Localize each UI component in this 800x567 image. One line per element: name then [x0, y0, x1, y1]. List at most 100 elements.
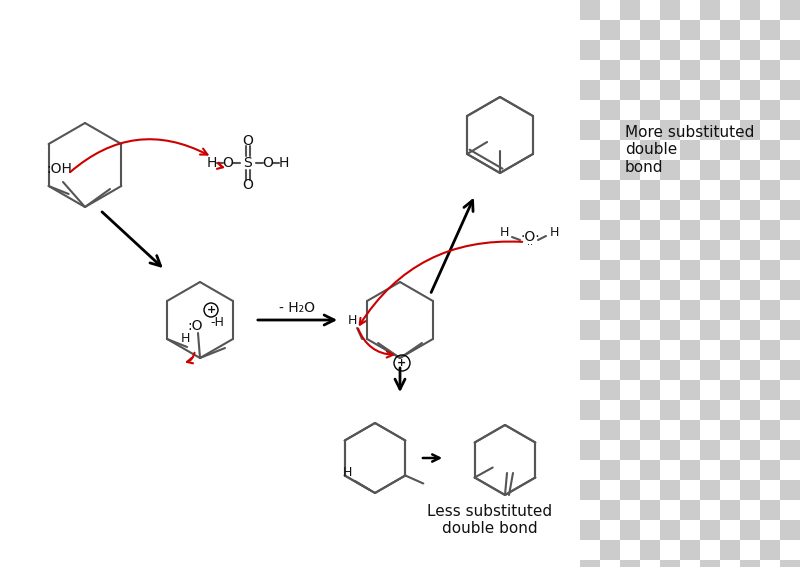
Bar: [700, 520, 720, 540]
Bar: [640, 60, 660, 80]
Bar: [660, 440, 680, 460]
Bar: [780, 240, 800, 260]
Bar: [760, 420, 780, 440]
Bar: [660, 400, 680, 420]
Bar: [720, 540, 740, 560]
Bar: [600, 500, 620, 520]
Bar: [780, 280, 800, 300]
Bar: [640, 500, 660, 520]
Bar: [640, 300, 660, 320]
Bar: [780, 520, 800, 540]
Bar: [760, 220, 780, 240]
Bar: [680, 180, 700, 200]
Bar: [620, 120, 640, 140]
Bar: [660, 120, 680, 140]
Bar: [680, 220, 700, 240]
Bar: [780, 40, 800, 60]
Bar: [600, 460, 620, 480]
Bar: [680, 20, 700, 40]
Bar: [580, 440, 600, 460]
Bar: [740, 40, 760, 60]
Text: S: S: [244, 156, 252, 170]
Text: O: O: [242, 134, 254, 148]
Bar: [760, 60, 780, 80]
Bar: [600, 140, 620, 160]
Text: :OH: :OH: [46, 162, 72, 176]
Bar: [720, 300, 740, 320]
Bar: [580, 360, 600, 380]
Bar: [660, 200, 680, 220]
Bar: [780, 560, 800, 567]
Bar: [620, 40, 640, 60]
Bar: [600, 60, 620, 80]
FancyArrowPatch shape: [217, 163, 223, 169]
Bar: [780, 120, 800, 140]
Bar: [760, 100, 780, 120]
Bar: [640, 140, 660, 160]
Bar: [600, 220, 620, 240]
Bar: [700, 40, 720, 60]
Bar: [740, 200, 760, 220]
Bar: [720, 420, 740, 440]
Bar: [620, 280, 640, 300]
Text: -H: -H: [210, 316, 224, 329]
Bar: [580, 200, 600, 220]
Bar: [620, 320, 640, 340]
Bar: [680, 380, 700, 400]
Text: H: H: [342, 467, 352, 480]
Bar: [660, 80, 680, 100]
Bar: [600, 380, 620, 400]
Bar: [760, 140, 780, 160]
Bar: [660, 360, 680, 380]
Bar: [680, 340, 700, 360]
Bar: [720, 60, 740, 80]
Bar: [740, 280, 760, 300]
Bar: [600, 420, 620, 440]
Bar: [640, 460, 660, 480]
Text: O: O: [242, 178, 254, 192]
Bar: [580, 320, 600, 340]
Bar: [760, 380, 780, 400]
Bar: [740, 120, 760, 140]
Bar: [620, 440, 640, 460]
Bar: [680, 140, 700, 160]
Bar: [760, 340, 780, 360]
Bar: [580, 560, 600, 567]
Bar: [640, 340, 660, 360]
Bar: [700, 560, 720, 567]
Bar: [780, 440, 800, 460]
Bar: [640, 20, 660, 40]
Bar: [740, 160, 760, 180]
Bar: [680, 460, 700, 480]
Text: H: H: [279, 156, 289, 170]
Bar: [620, 160, 640, 180]
Bar: [720, 100, 740, 120]
Text: ·O·: ·O·: [520, 230, 540, 244]
Bar: [580, 160, 600, 180]
Bar: [640, 380, 660, 400]
FancyArrowPatch shape: [358, 329, 393, 358]
Bar: [640, 180, 660, 200]
Text: H: H: [207, 156, 217, 170]
FancyArrowPatch shape: [187, 353, 194, 363]
Bar: [660, 320, 680, 340]
Bar: [700, 120, 720, 140]
Bar: [580, 400, 600, 420]
Bar: [780, 200, 800, 220]
Bar: [680, 500, 700, 520]
Bar: [680, 100, 700, 120]
Bar: [700, 440, 720, 460]
Bar: [600, 540, 620, 560]
Bar: [640, 260, 660, 280]
Bar: [700, 280, 720, 300]
Bar: [740, 480, 760, 500]
Bar: [760, 180, 780, 200]
Bar: [700, 160, 720, 180]
Bar: [780, 0, 800, 20]
Bar: [720, 500, 740, 520]
Text: More substituted
double
bond: More substituted double bond: [625, 125, 754, 175]
Bar: [760, 500, 780, 520]
Bar: [620, 200, 640, 220]
Bar: [660, 560, 680, 567]
Bar: [620, 0, 640, 20]
